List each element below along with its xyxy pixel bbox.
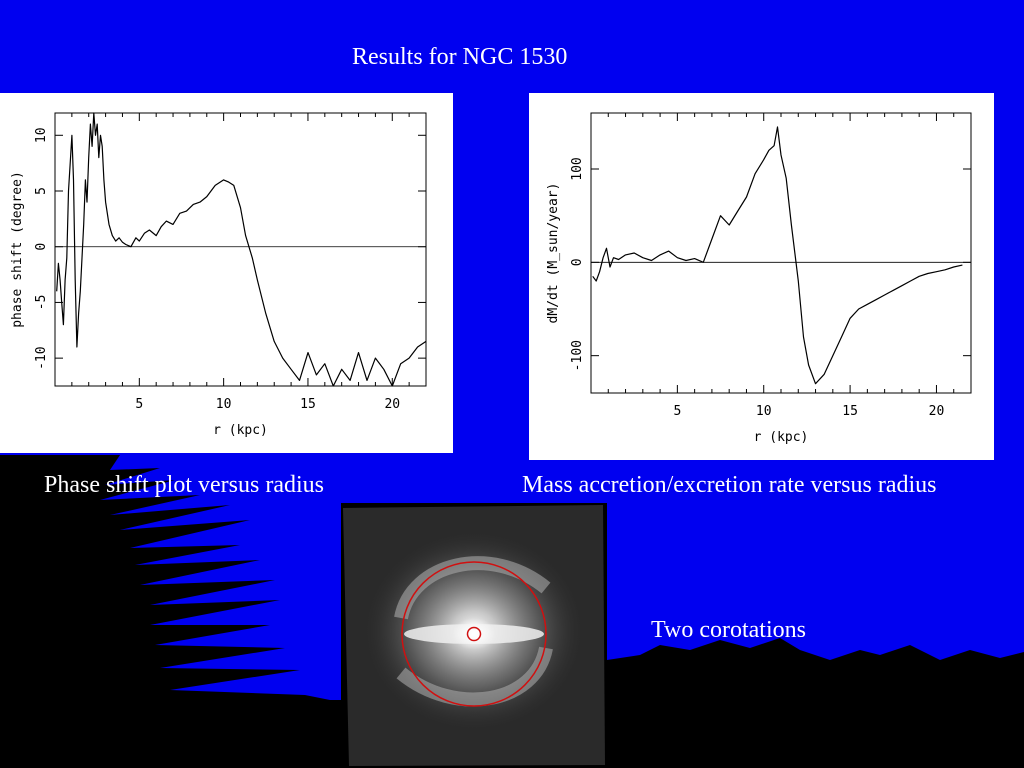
- x-axis-label: r (kpc): [213, 423, 268, 438]
- galaxy-core: [452, 618, 496, 650]
- data-series-line: [592, 126, 963, 385]
- slide-title: Results for NGC 1530: [352, 44, 568, 70]
- x-tick-label: 10: [216, 397, 232, 412]
- galaxy-spiral-arm-lower: [396, 646, 553, 707]
- x-tick-label: 5: [135, 397, 143, 412]
- y-tick-label: -10: [34, 346, 49, 369]
- y-tick-label: 5: [34, 187, 49, 195]
- corotation-ring-outer: [401, 561, 547, 707]
- y-tick-label: -100: [570, 340, 585, 371]
- corotation-ring-inner: [466, 626, 482, 642]
- phase-shift-chart-panel: 5 10 15 20 -10 -5 0 5 10 r (kpc) phase shift (degr…: [0, 93, 453, 453]
- galaxy-caption: Two corotations: [651, 617, 806, 643]
- y-tick-label: -5: [34, 295, 49, 311]
- mountain-silhouette: [607, 638, 1024, 768]
- y-tick-label: 100: [570, 157, 585, 180]
- y-tick-label: 0: [570, 258, 585, 266]
- y-axis-label: phase shift (degree): [10, 171, 25, 328]
- mass-rate-chart-panel: 5 10 15 20 -100 0 100 r (kpc) dM/dt (M_sun/year): [529, 93, 994, 460]
- mass-rate-caption: Mass accretion/excretion rate versus rad…: [522, 472, 937, 498]
- x-tick-label: 10: [756, 404, 772, 419]
- tree-silhouette: [0, 455, 341, 768]
- mass-rate-chart: 5 10 15 20 -100 0 100 r (kpc) dM/dt (M_sun/year): [546, 112, 972, 445]
- y-tick-label: 0: [34, 243, 49, 251]
- y-tick-label: 10: [34, 127, 49, 143]
- galaxy-spiral-arm-upper: [394, 556, 551, 620]
- tree-branches: [30, 505, 110, 625]
- x-tick-label: 20: [929, 404, 945, 419]
- x-tick-label: 5: [673, 404, 681, 419]
- x-tick-label: 15: [842, 404, 858, 419]
- data-series-line: [56, 112, 427, 387]
- y-axis-label: dM/dt (M_sun/year): [546, 183, 561, 324]
- x-axis-label: r (kpc): [754, 430, 809, 445]
- phase-shift-caption: Phase shift plot versus radius: [44, 472, 324, 498]
- x-tick-label: 15: [300, 397, 316, 412]
- x-tick-label: 20: [384, 397, 400, 412]
- phase-shift-chart: 5 10 15 20 -10 -5 0 5 10 r (kpc) phase shift (degr…: [10, 112, 427, 438]
- galaxy-image: [341, 503, 607, 768]
- plot-frame: [54, 112, 427, 387]
